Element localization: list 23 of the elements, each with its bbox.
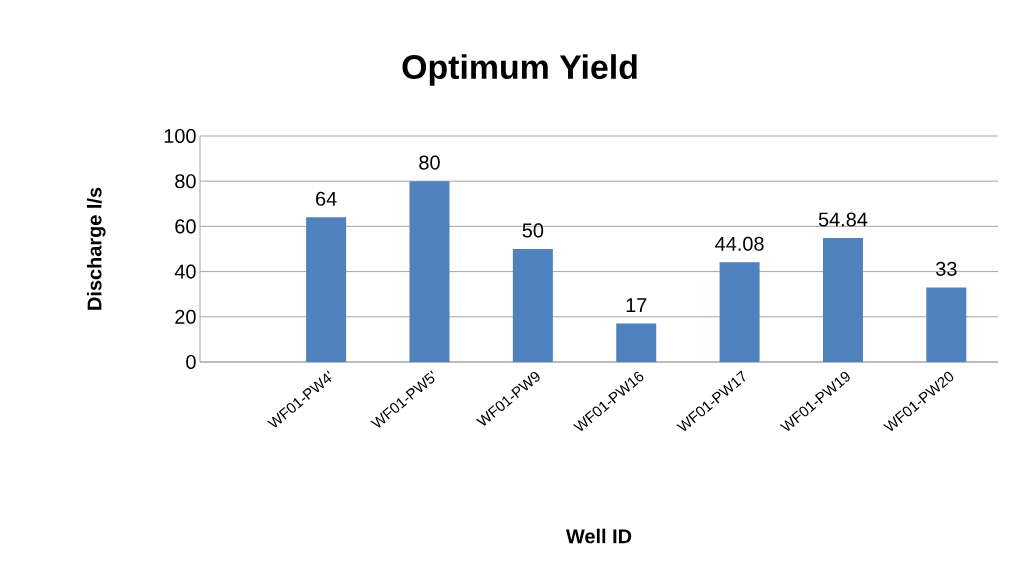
y-tick-label: 100 xyxy=(164,128,196,144)
bar xyxy=(409,181,450,362)
data-label: 64 xyxy=(316,191,337,206)
bar xyxy=(306,217,347,362)
data-label: 54.84 xyxy=(818,212,868,227)
y-tick-label: 0 xyxy=(186,354,196,370)
data-label: 44.08 xyxy=(715,236,764,251)
data-label: 50 xyxy=(522,223,544,238)
data-label: 17 xyxy=(626,298,647,313)
bar xyxy=(719,262,760,362)
bar xyxy=(926,287,967,362)
x-axis-title: Well ID xyxy=(565,528,632,544)
y-tick-label: 80 xyxy=(175,174,196,189)
bar xyxy=(822,238,863,362)
y-tick-label: 20 xyxy=(175,309,196,324)
chart-title: Optimum Yield xyxy=(402,54,637,86)
bar xyxy=(616,323,657,362)
bar xyxy=(512,248,553,362)
y-axis-title: Discharge l/s xyxy=(86,187,106,310)
y-tick-label: 60 xyxy=(175,219,196,234)
data-label: 80 xyxy=(419,155,440,170)
y-tick-label: 40 xyxy=(174,264,196,279)
data-label: 33 xyxy=(936,261,957,276)
